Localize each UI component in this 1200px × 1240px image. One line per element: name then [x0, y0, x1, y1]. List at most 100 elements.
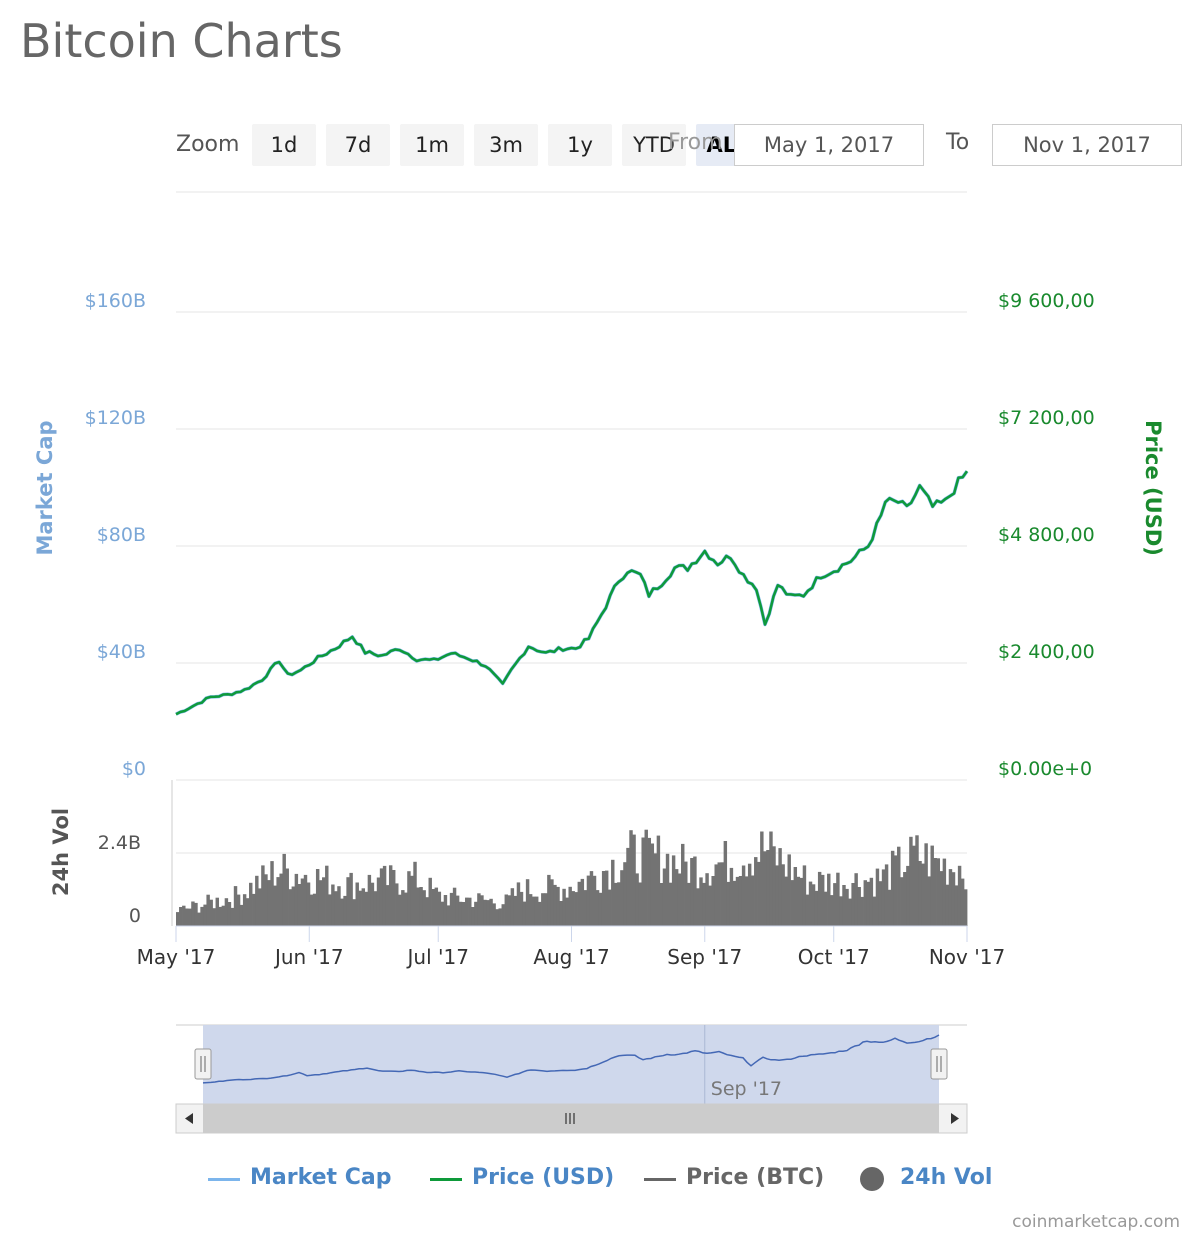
volume-bar — [203, 904, 207, 926]
volume-bar — [474, 901, 478, 926]
volume-bar — [270, 861, 274, 926]
volume-bar — [641, 837, 645, 926]
volume-bar — [778, 848, 782, 926]
volume-bar — [957, 865, 962, 926]
y-left-tick-label: $120B — [85, 407, 146, 429]
volume-bar — [696, 888, 700, 926]
volume-bar — [221, 905, 226, 926]
volume-bar — [556, 886, 560, 926]
volume-bar — [492, 903, 496, 926]
legend-line-icon — [208, 1178, 240, 1181]
volume-bar — [626, 847, 630, 926]
volume-bar — [185, 908, 189, 926]
zoom-7d-button[interactable]: 7d — [326, 124, 390, 166]
volume-bar — [252, 893, 256, 926]
volume-bar — [504, 894, 509, 926]
legend-market-cap[interactable]: Market Cap — [208, 1162, 398, 1196]
volume-bar — [455, 895, 460, 926]
volume-bar — [775, 865, 779, 926]
volume-bar — [854, 873, 858, 926]
volume-bar — [900, 877, 904, 926]
volume-bar — [799, 877, 804, 926]
market-cap-series-line — [175, 470, 969, 716]
volume-bar — [687, 882, 691, 926]
volume-bar — [245, 898, 250, 926]
volume-bar — [747, 863, 752, 926]
volume-bar — [242, 894, 247, 926]
legend-price-btc[interactable]: Price (BTC) — [644, 1162, 834, 1196]
to-date-input[interactable]: Nov 1, 2017 — [992, 124, 1182, 166]
volume-bar — [355, 882, 359, 926]
volume-bar — [653, 853, 658, 926]
zoom-1m-button[interactable]: 1m — [400, 124, 464, 166]
volume-bar — [349, 872, 353, 926]
volume-bar — [565, 897, 569, 926]
scroll-right-arrow-icon[interactable] — [951, 1113, 959, 1124]
volume-bar — [751, 875, 755, 926]
volume-bar — [230, 907, 235, 926]
volume-bar — [334, 891, 338, 926]
volume-bar — [446, 905, 451, 926]
navigator-left-handle[interactable] — [194, 1048, 212, 1080]
volume-bar — [562, 888, 566, 926]
from-date-input[interactable]: May 1, 2017 — [734, 124, 924, 166]
volume-bar — [954, 885, 959, 926]
volume-bar — [878, 881, 883, 926]
volume-bar — [373, 891, 378, 926]
zoom-ytd-button[interactable]: YTD — [622, 124, 686, 166]
volume-bar — [571, 891, 575, 926]
navigator-right-handle[interactable] — [930, 1048, 948, 1080]
scroll-left-arrow-icon[interactable] — [185, 1113, 193, 1124]
volume-bar — [863, 880, 867, 926]
volume-bar — [249, 882, 253, 926]
volume-bar — [538, 901, 542, 926]
volume-bar — [833, 883, 837, 926]
volume-bar — [303, 874, 308, 926]
volume-bar — [650, 843, 655, 926]
navigator-series-line — [202, 1034, 940, 1084]
volume-bar — [255, 875, 259, 926]
volume-bar — [933, 858, 937, 926]
volume-bar — [212, 908, 216, 926]
volume-bar — [501, 904, 505, 926]
y-vol-tick-label: 2.4B — [98, 832, 141, 854]
volume-bar — [495, 909, 499, 926]
volume-bar — [516, 882, 521, 926]
volume-bar — [604, 870, 609, 926]
zoom-3m-button[interactable]: 3m — [474, 124, 538, 166]
volume-bar — [635, 873, 639, 926]
volume-bar — [547, 874, 551, 926]
volume-bar — [337, 886, 341, 926]
x-tick-label: Aug '17 — [533, 945, 609, 969]
volume-bar — [674, 869, 679, 926]
volume-bar — [684, 861, 688, 926]
y-left-tick-label: $40B — [97, 641, 146, 663]
volume-bar — [510, 888, 515, 926]
volume-bar — [477, 893, 481, 926]
volume-bar — [480, 895, 484, 926]
volume-bar — [574, 892, 578, 926]
volume-bar — [367, 874, 372, 926]
zoom-1d-button[interactable]: 1d — [252, 124, 316, 166]
y-right-tick-label: $2 400,00 — [998, 641, 1095, 663]
volume-bar — [620, 870, 624, 926]
volume-bar — [236, 894, 241, 926]
volume-bar — [741, 865, 746, 926]
scrollbar-thumb[interactable] — [203, 1104, 939, 1133]
volume-bar — [434, 887, 439, 926]
volume-bar — [465, 897, 469, 926]
volume-bar — [443, 895, 448, 926]
volume-bar — [410, 875, 414, 926]
credits-link[interactable]: coinmarketcap.com — [1012, 1212, 1180, 1232]
volume-bar — [315, 869, 320, 926]
volume-bar — [276, 877, 280, 926]
zoom-1y-button[interactable]: 1y — [548, 124, 612, 166]
volume-bar — [848, 898, 852, 926]
volume-bar — [851, 883, 855, 926]
volume-bar — [182, 905, 186, 926]
volume-bar — [793, 867, 798, 926]
legend-price-usd[interactable]: Price (USD) — [430, 1162, 620, 1196]
volume-bar — [346, 877, 350, 926]
legend-24h-vol[interactable]: 24h Vol — [860, 1162, 1010, 1196]
